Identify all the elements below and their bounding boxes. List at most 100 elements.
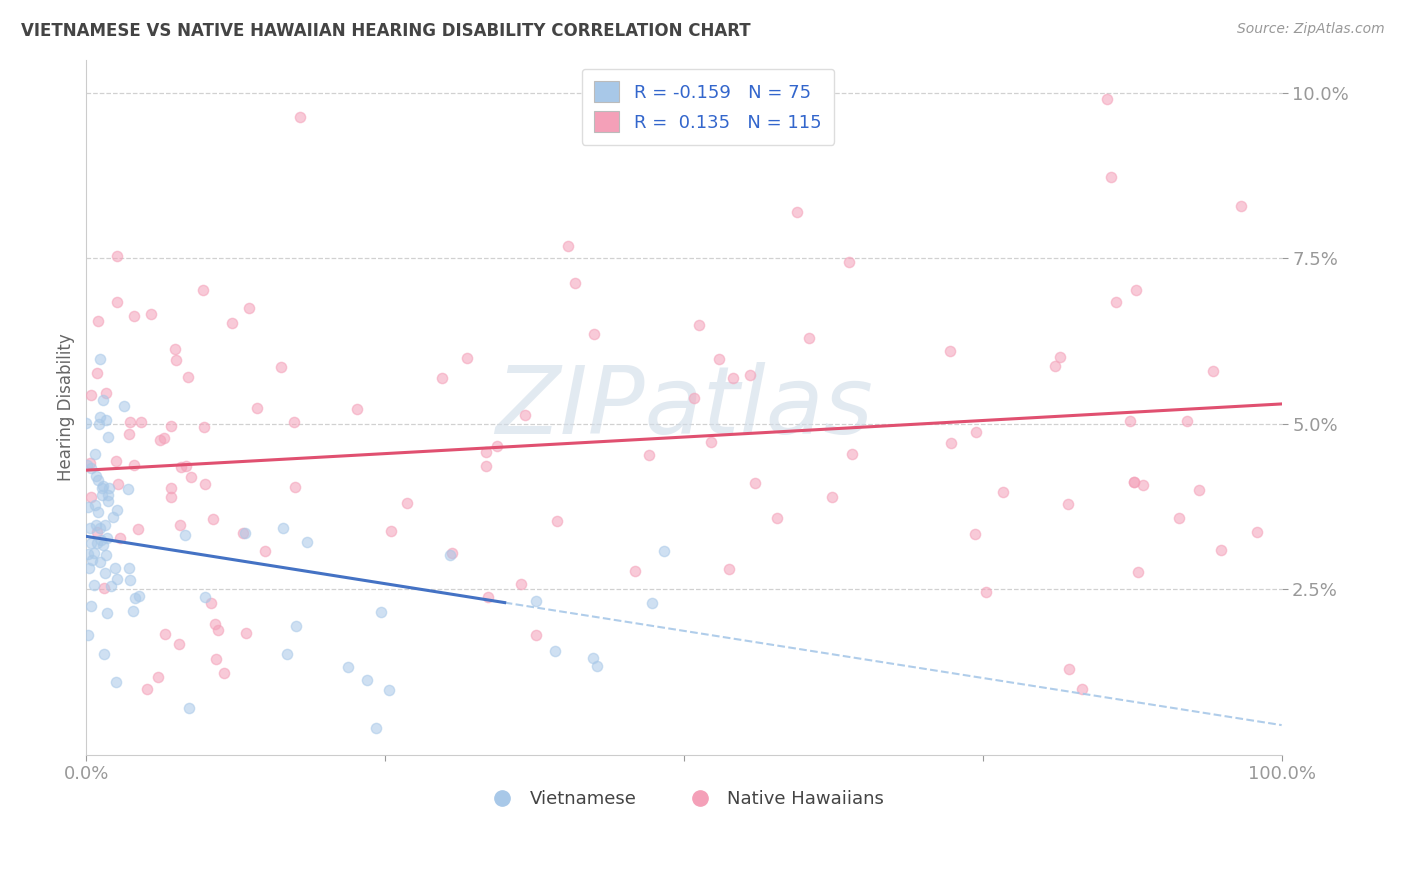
Point: [105, 249, 128, 263]
Point: [285, 619, 308, 633]
Point: [564, 276, 586, 290]
Point: [91, 479, 114, 493]
Point: [786, 204, 808, 219]
Point: [707, 352, 730, 367]
Point: [717, 561, 740, 575]
Point: [1246, 525, 1268, 540]
Point: [276, 647, 298, 661]
Point: [485, 439, 508, 453]
Legend: Vietnamese, Native Hawaiians: Vietnamese, Native Hawaiians: [477, 783, 891, 815]
Point: [87, 417, 110, 431]
Point: [364, 721, 387, 735]
Point: [356, 673, 378, 687]
Point: [1049, 350, 1071, 364]
Point: [94, 413, 117, 427]
Point: [1056, 497, 1078, 511]
Point: [91, 393, 114, 408]
Point: [87, 473, 110, 487]
Point: [83, 546, 105, 560]
Point: [721, 371, 744, 385]
Point: [1132, 478, 1154, 492]
Point: [221, 316, 243, 330]
Point: [103, 509, 125, 524]
Point: [117, 482, 139, 496]
Point: [122, 309, 145, 323]
Point: [170, 460, 193, 475]
Point: [87, 505, 110, 519]
Point: [105, 454, 128, 468]
Point: [80, 536, 103, 550]
Point: [638, 448, 661, 462]
Point: [177, 369, 200, 384]
Point: [93, 647, 115, 661]
Point: [84, 468, 107, 483]
Point: [201, 512, 224, 526]
Point: [1211, 542, 1233, 557]
Point: [1123, 475, 1146, 490]
Point: [1071, 681, 1094, 696]
Point: [91, 538, 114, 552]
Point: [546, 514, 568, 528]
Point: [1119, 414, 1142, 428]
Point: [838, 255, 860, 269]
Point: [432, 371, 454, 385]
Point: [159, 490, 181, 504]
Point: [1126, 565, 1149, 579]
Point: [688, 318, 710, 332]
Point: [439, 548, 461, 562]
Point: [395, 496, 418, 510]
Point: [89, 410, 111, 425]
Point: [477, 590, 499, 604]
Point: [582, 651, 605, 665]
Point: [212, 666, 235, 681]
Point: [149, 433, 172, 447]
Point: [652, 544, 675, 558]
Point: [586, 659, 609, 673]
Point: [86, 366, 108, 380]
Point: [135, 681, 157, 696]
Point: [246, 401, 269, 416]
Point: [283, 415, 305, 429]
Point: [180, 470, 202, 484]
Point: [86, 525, 108, 540]
Point: [84, 518, 107, 533]
Point: [127, 522, 149, 536]
Point: [557, 238, 579, 252]
Y-axis label: Hearing Disability: Hearing Disability: [58, 334, 75, 481]
Point: [270, 359, 292, 374]
Point: [744, 476, 766, 491]
Point: [153, 627, 176, 641]
Point: [1229, 199, 1251, 213]
Point: [475, 444, 498, 458]
Point: [90, 533, 112, 547]
Text: ZIPatlas: ZIPatlas: [495, 362, 873, 453]
Point: [163, 342, 186, 356]
Point: [77, 547, 100, 561]
Point: [700, 435, 723, 450]
Point: [118, 415, 141, 429]
Point: [974, 585, 997, 599]
Point: [1097, 92, 1119, 106]
Point: [105, 675, 128, 690]
Point: [165, 352, 187, 367]
Point: [82, 553, 104, 567]
Point: [90, 488, 112, 502]
Point: [207, 623, 229, 637]
Point: [107, 477, 129, 491]
Point: [104, 561, 127, 575]
Point: [97, 430, 120, 444]
Point: [91, 481, 114, 495]
Point: [96, 606, 118, 620]
Point: [1043, 359, 1066, 374]
Point: [76, 458, 98, 473]
Point: [544, 644, 567, 658]
Point: [105, 572, 128, 586]
Point: [1125, 283, 1147, 297]
Point: [139, 307, 162, 321]
Point: [129, 415, 152, 429]
Point: [83, 577, 105, 591]
Point: [77, 561, 100, 575]
Point: [107, 295, 129, 310]
Point: [117, 560, 139, 574]
Point: [271, 521, 294, 535]
